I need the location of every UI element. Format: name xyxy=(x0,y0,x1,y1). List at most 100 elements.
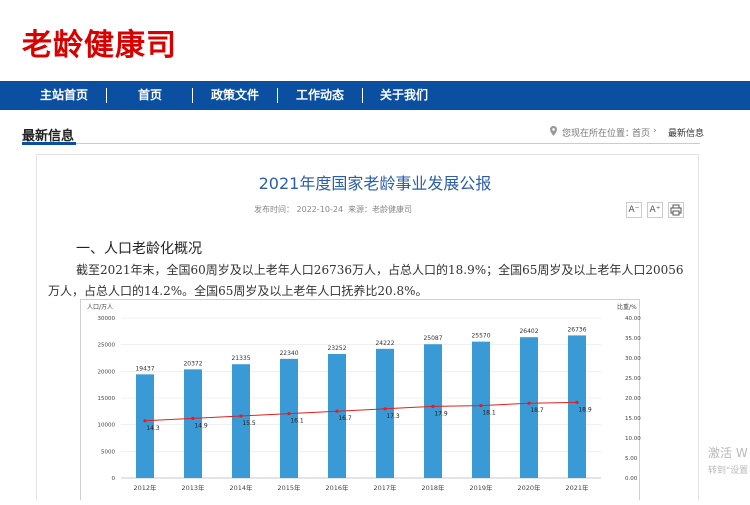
bar-value-label: 19437 xyxy=(135,365,154,372)
article-source: 来源：老龄健康司 xyxy=(348,205,412,214)
left-tick-label: 10000 xyxy=(98,423,116,429)
nav-item-work[interactable]: 工作动态 xyxy=(296,88,345,102)
left-tick-label: 15000 xyxy=(98,396,116,402)
ratio-value-label: 17.9 xyxy=(434,410,448,417)
bar-value-label: 26402 xyxy=(519,328,538,335)
bar xyxy=(136,374,154,478)
bar xyxy=(472,341,490,478)
nav-separator xyxy=(106,88,107,103)
ratio-value-label: 16.7 xyxy=(338,415,352,422)
ratio-point xyxy=(575,400,579,404)
category-label: 2012年 xyxy=(133,483,157,492)
right-tick-label: 20.00 xyxy=(625,396,641,402)
right-tick-label: 30.00 xyxy=(625,356,641,362)
category-label: 2015年 xyxy=(277,483,301,492)
ratio-value-label: 16.1 xyxy=(290,418,304,425)
left-tick-label: 30000 xyxy=(98,316,116,322)
bar-value-label: 26736 xyxy=(567,326,586,333)
ratio-point xyxy=(335,409,339,413)
bar-value-label: 22340 xyxy=(279,350,298,357)
font-increase-button[interactable]: A⁺ xyxy=(647,202,663,218)
site-logo[interactable]: 老龄健康司 xyxy=(22,28,177,63)
section-accent xyxy=(22,142,76,145)
ratio-point xyxy=(527,401,531,405)
category-label: 2017年 xyxy=(373,483,397,492)
population-chart: 人口/万人 比重/% 0 5000 10000 15000 20000 25000 30000 0… xyxy=(87,303,641,492)
ratio-point xyxy=(191,416,195,420)
location-pin-icon xyxy=(550,126,557,136)
bar-value-label: 24222 xyxy=(375,340,394,347)
main-nav: 主站首页 首页 政策文件 工作动态 关于我们 xyxy=(0,81,750,110)
ratio-value-label: 17.3 xyxy=(386,413,400,420)
nav-separator xyxy=(277,88,278,103)
left-tick-label: 20000 xyxy=(98,369,116,375)
ratio-value-label: 14.3 xyxy=(146,425,160,432)
ratio-point xyxy=(479,404,483,408)
ratio-value-label: 18.9 xyxy=(578,406,592,413)
font-decrease-button[interactable]: A⁻ xyxy=(626,202,642,218)
nav-item-about[interactable]: 关于我们 xyxy=(380,88,429,102)
bar xyxy=(568,335,586,478)
nav-separator xyxy=(192,88,193,103)
bar xyxy=(424,344,442,478)
bar xyxy=(520,337,538,478)
right-tick-label: 40.00 xyxy=(625,316,641,322)
ratio-point xyxy=(143,419,147,423)
article-card xyxy=(36,154,699,500)
section-title: 最新信息 xyxy=(22,129,75,144)
section-heading: 一、人口老龄化概况 xyxy=(76,241,202,257)
left-axis-title: 人口/万人 xyxy=(87,304,113,311)
right-tick-label: 0.00 xyxy=(625,476,638,482)
article-title: 2021年度国家老龄事业发展公报 xyxy=(258,174,492,193)
category-label: 2018年 xyxy=(421,483,445,492)
bar-value-label: 25570 xyxy=(471,333,490,340)
category-label: 2020年 xyxy=(517,483,541,492)
right-tick-label: 10.00 xyxy=(625,436,641,442)
breadcrumb-home[interactable]: 首页 xyxy=(632,129,651,139)
printer-icon xyxy=(670,204,682,216)
ratio-point xyxy=(239,414,243,418)
ratio-point xyxy=(383,407,387,411)
right-tick-label: 15.00 xyxy=(625,416,641,422)
ratio-point xyxy=(287,412,291,416)
bar-value-label: 23252 xyxy=(327,345,346,352)
ratio-value-label: 18.7 xyxy=(530,407,544,414)
bar xyxy=(232,364,250,478)
ratio-point xyxy=(431,404,435,408)
section-divider xyxy=(22,143,700,144)
breadcrumb-current: 最新信息 xyxy=(668,129,705,139)
breadcrumb-prefix: 您现在所在位置： xyxy=(562,129,635,139)
publish-date: 发布时间： 2022-10-24 xyxy=(254,205,344,214)
right-axis-title: 比重/% xyxy=(617,303,637,311)
bar xyxy=(376,348,394,478)
activation-watermark-hint: 转到"设置 xyxy=(708,466,749,476)
right-tick-label: 25.00 xyxy=(625,376,641,382)
ratio-line xyxy=(144,401,578,422)
left-tick-label: 0 xyxy=(112,476,116,482)
bar-value-label: 25087 xyxy=(423,335,442,342)
ratio-value-label: 18.1 xyxy=(482,410,496,417)
nav-item-main-home[interactable]: 主站首页 xyxy=(40,88,89,102)
left-tick-label: 5000 xyxy=(101,449,115,455)
left-tick-label: 25000 xyxy=(98,343,116,349)
ratio-value-label: 15.5 xyxy=(242,420,256,427)
nav-item-policy[interactable]: 政策文件 xyxy=(211,88,260,102)
breadcrumb-separator: › xyxy=(653,126,657,136)
bar xyxy=(328,353,346,478)
right-tick-label: 35.00 xyxy=(625,336,641,342)
print-button[interactable] xyxy=(668,202,684,218)
bar-value-label: 20372 xyxy=(183,360,202,367)
chart-container: 人口/万人 比重/% 0 5000 10000 15000 20000 25000 30000 0… xyxy=(80,299,641,500)
ratio-value-label: 14.9 xyxy=(194,422,208,429)
bar-value-label: 21335 xyxy=(231,355,250,362)
nav-item-home[interactable]: 首页 xyxy=(138,88,163,102)
category-label: 2013年 xyxy=(181,483,205,492)
category-label: 2014年 xyxy=(229,483,253,492)
category-label: 2016年 xyxy=(325,483,349,492)
category-label: 2019年 xyxy=(469,483,493,492)
bar xyxy=(184,369,202,478)
article-paragraph: 截至2021年末，全国60周岁及以上老年人口26736万人，占总人口的18.9%… xyxy=(48,263,684,298)
right-tick-label: 5.00 xyxy=(625,456,638,462)
bar xyxy=(280,358,298,478)
category-label: 2021年 xyxy=(565,483,589,492)
